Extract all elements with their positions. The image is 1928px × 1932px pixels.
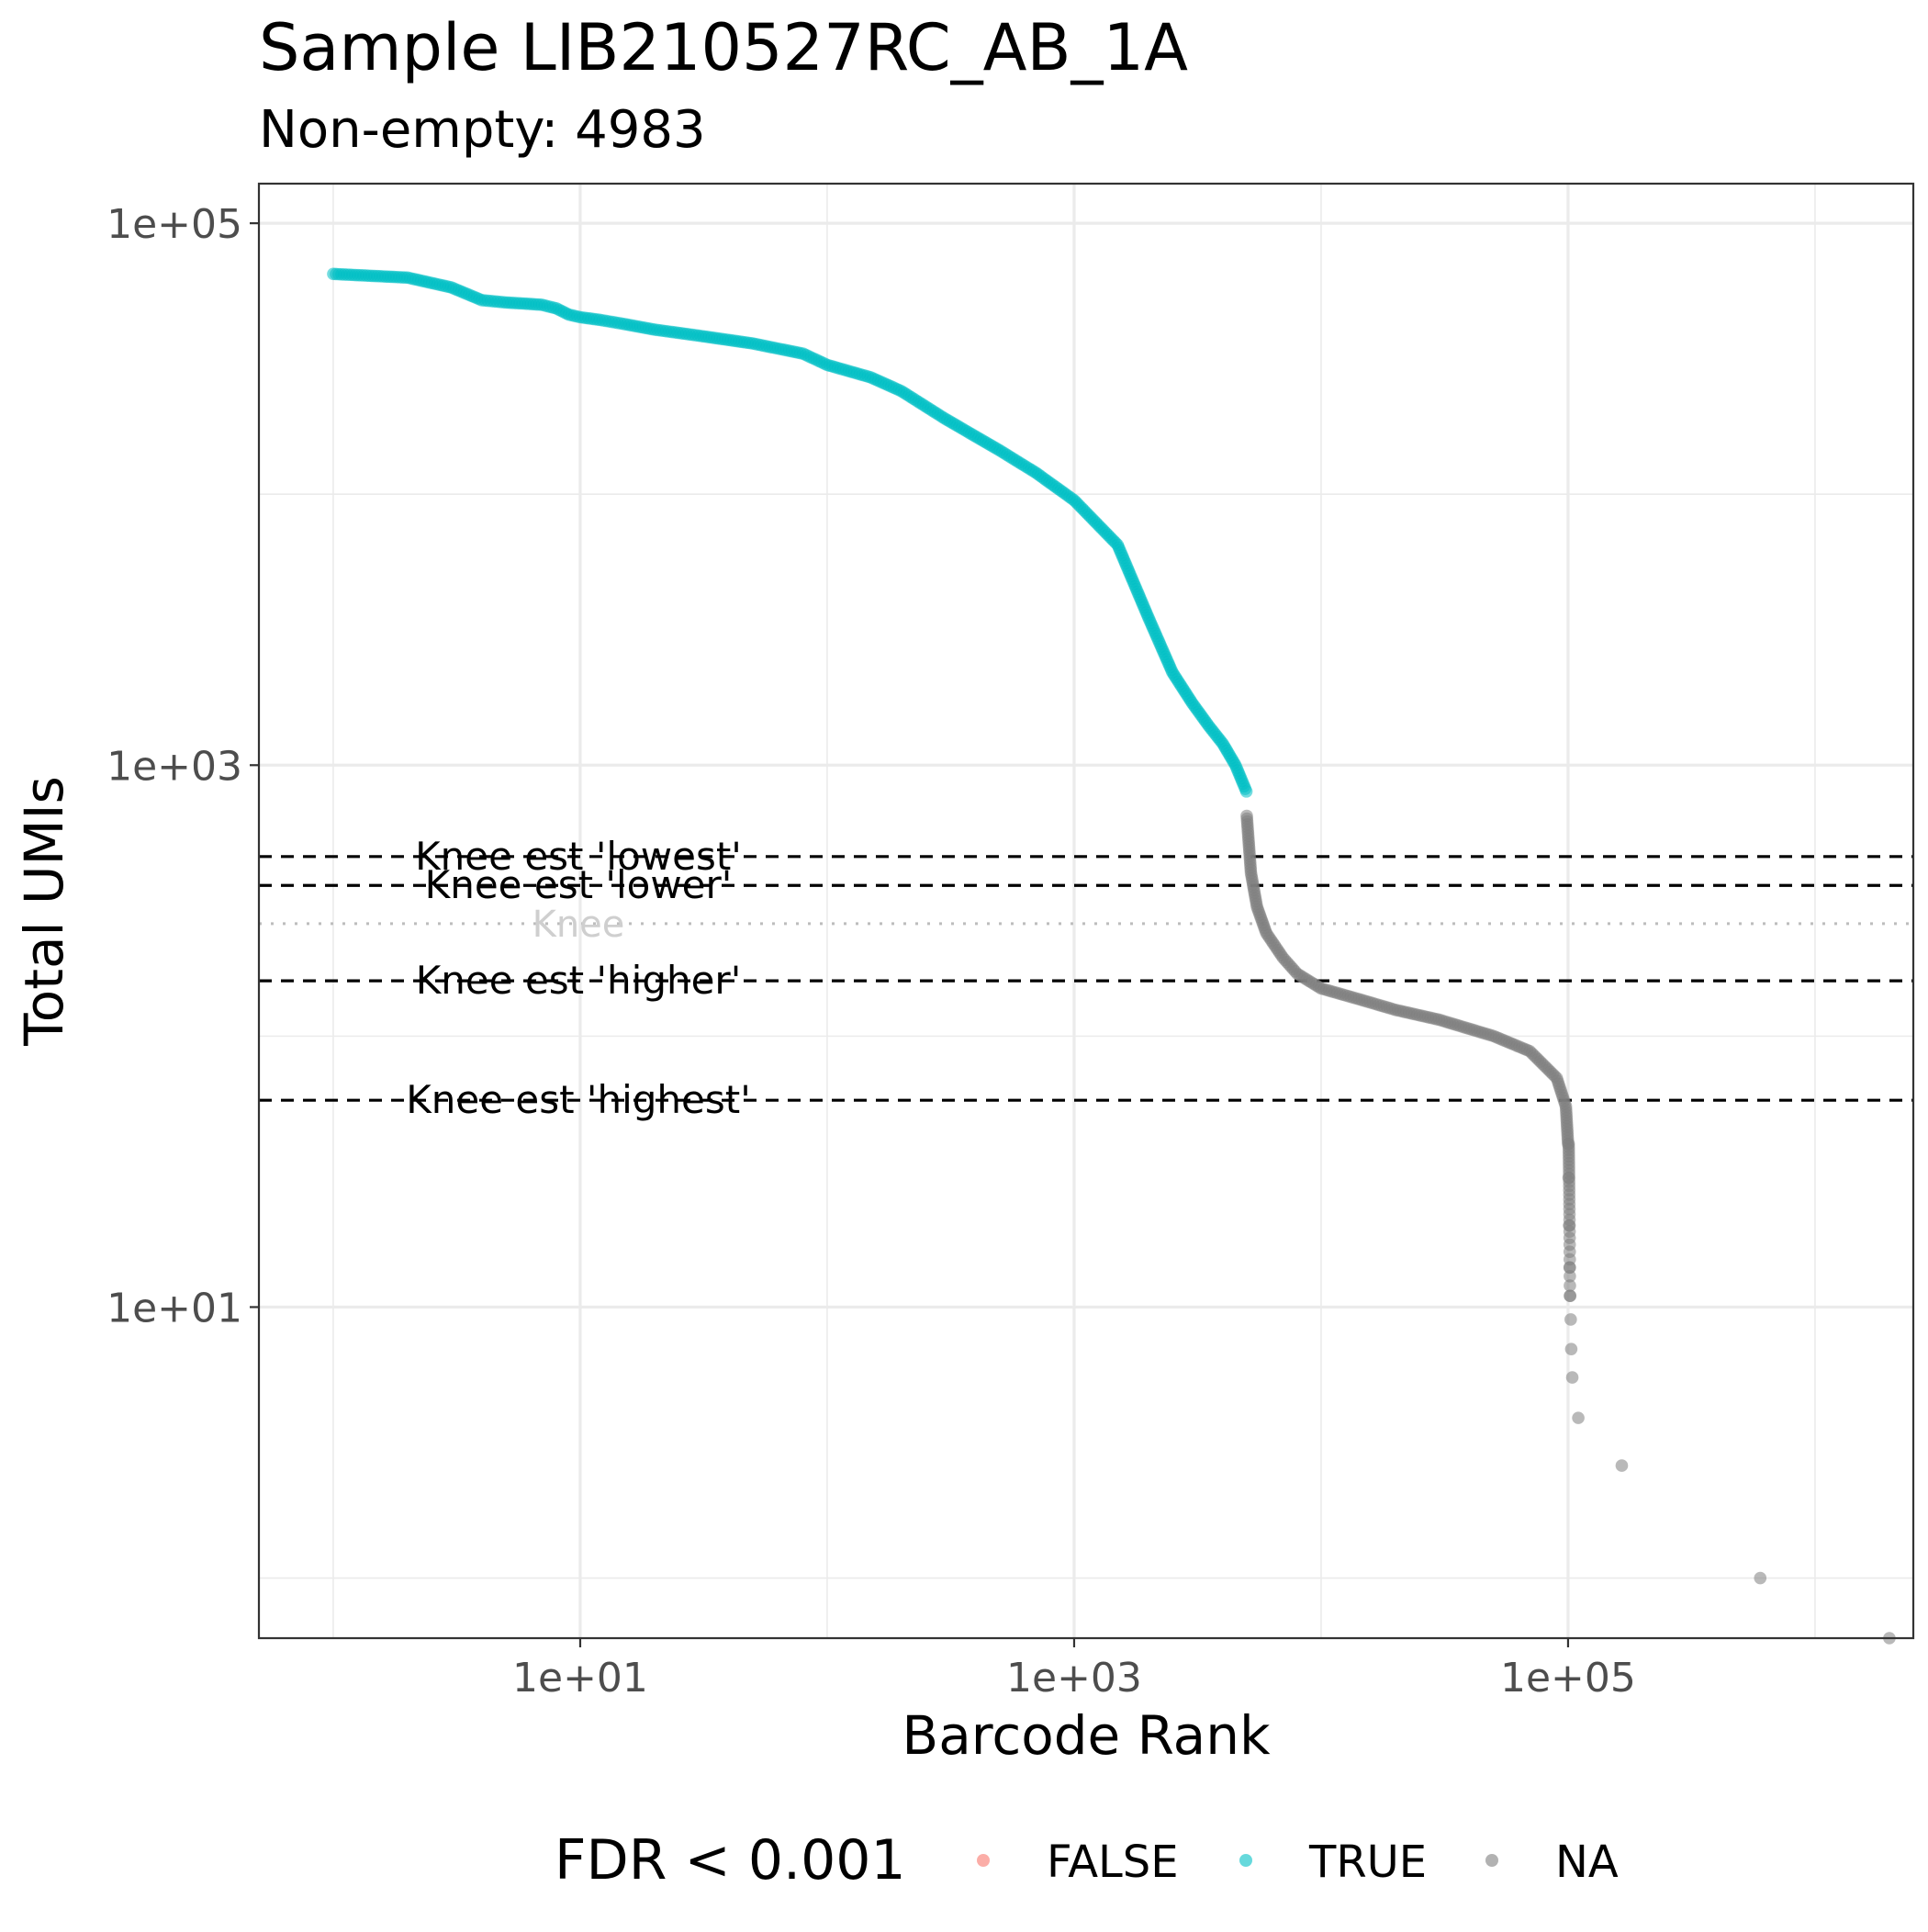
legend-key-false	[977, 1854, 990, 1867]
data-point	[1564, 1261, 1576, 1275]
x-tick-label: 1e+03	[1006, 1655, 1142, 1702]
x-tick-label: 1e+05	[1500, 1655, 1636, 1702]
chart-subtitle: Non-empty: 4983	[259, 100, 706, 160]
legend: FDR < 0.001 FALSE TRUE NA	[555, 1828, 1619, 1893]
data-point	[1565, 1371, 1579, 1384]
knee-line-label: Knee est 'higher'	[416, 958, 742, 1003]
data-point	[1564, 1342, 1578, 1355]
legend-label-false: FALSE	[1047, 1837, 1179, 1888]
data-point	[1564, 1289, 1576, 1303]
legend-label-na: NA	[1555, 1837, 1619, 1888]
data-point	[1615, 1459, 1629, 1472]
y-tick-label: 1e+03	[106, 743, 242, 790]
knee-reference-labels: Knee est 'lowest'Knee est 'lower' Knee es…	[406, 834, 751, 1122]
y-tick-label: 1e+01	[106, 1285, 242, 1331]
y-tick-label: 1e+05	[106, 201, 242, 248]
knee-line-label: Knee est 'lower'	[425, 862, 733, 907]
y-axis-label: Total UMIs	[13, 776, 75, 1047]
x-axis-label: Barcode Rank	[902, 1704, 1271, 1767]
data-point	[1564, 1279, 1576, 1292]
data-point	[1572, 1411, 1585, 1424]
plot-border	[257, 182, 1915, 1640]
data-point	[1754, 1571, 1767, 1585]
knee-line-label: Knee est 'lowest'	[415, 834, 742, 879]
knee-reference-lines	[259, 855, 1913, 1102]
y-axis: 1e+01 1e+03 1e+05	[106, 201, 259, 1331]
knee-line-label: Knee	[532, 904, 625, 946]
legend-key-true	[1239, 1854, 1252, 1867]
knee-line-label: Knee est 'highest'	[406, 1077, 751, 1122]
legend-key-na	[1485, 1854, 1498, 1867]
x-axis: 1e+01 1e+03 1e+05	[512, 1638, 1636, 1702]
data-point	[1564, 1270, 1576, 1283]
major-gridlines	[259, 184, 1913, 1638]
plot-panel	[259, 184, 1913, 1638]
chart-title: Sample LIB210527RC_AB_1A	[259, 10, 1188, 85]
data-point	[1564, 1313, 1577, 1326]
legend-label-true: TRUE	[1308, 1837, 1427, 1888]
data-point	[1239, 785, 1253, 798]
minor-gridlines	[259, 184, 1913, 1638]
data-points	[327, 267, 1896, 1645]
legend-title: FDR < 0.001	[555, 1828, 906, 1893]
x-tick-label: 1e+01	[512, 1655, 648, 1702]
